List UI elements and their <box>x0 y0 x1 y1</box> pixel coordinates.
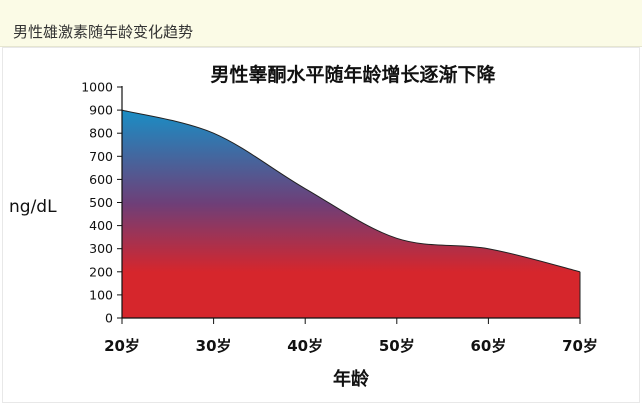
x-tick-label: 50岁 <box>379 337 415 355</box>
x-tick-label: 60岁 <box>470 337 506 355</box>
header-bar: 男性雄激素随年龄变化趋势 <box>0 0 642 47</box>
x-tick-label: 30岁 <box>196 337 232 355</box>
series-line <box>121 109 581 273</box>
y-tick-label: 300 <box>89 241 113 256</box>
y-tick-label: 600 <box>89 172 113 187</box>
plot-area: 0 100 200 300 400 500 600 700 800 900 1000 20岁 30岁 40… <box>81 80 598 356</box>
y-tick-label: 0 <box>105 311 113 326</box>
y-tick-label: 100 <box>89 287 113 302</box>
y-axis-label: ng/dL <box>9 197 57 217</box>
x-axis-title: 年龄 <box>333 368 370 390</box>
chart-title: 男性睾酮水平随年龄增长逐渐下降 <box>210 63 496 86</box>
header-title: 男性雄激素随年龄变化趋势 <box>13 23 194 41</box>
y-tick-label: 500 <box>89 195 113 210</box>
area-fill <box>122 110 580 318</box>
y-tick-label: 700 <box>89 149 113 164</box>
y-tick-label: 800 <box>89 126 113 141</box>
y-tick-label: 900 <box>89 103 113 118</box>
y-tick-label: 400 <box>89 218 113 233</box>
y-tick-label: 1000 <box>81 80 113 95</box>
y-tick-label: 200 <box>89 264 113 279</box>
x-tick-label: 70岁 <box>562 337 598 355</box>
x-tick-label: 40岁 <box>287 337 323 355</box>
x-tick-label: 20岁 <box>104 337 140 355</box>
